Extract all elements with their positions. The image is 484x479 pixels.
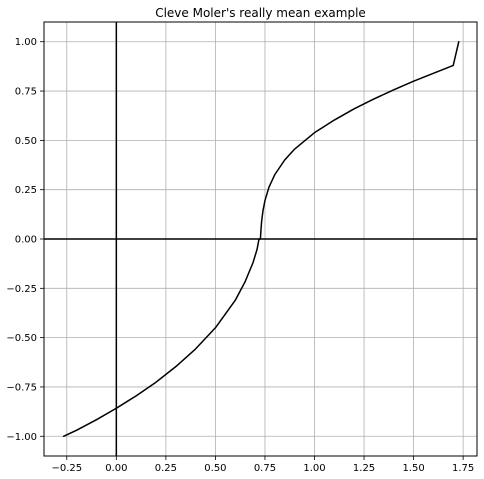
y-tick-label: −0.75 [6,382,37,393]
y-tick-label: −1.00 [6,432,37,443]
y-tick-label: 1.00 [15,37,37,48]
x-tick-label: 0.50 [204,463,226,474]
x-tick-label: 0.25 [155,463,177,474]
x-tick-label: −0.25 [51,463,82,474]
y-tick-label: 0.75 [15,87,37,98]
ticks: −0.25 0.00 0.25 0.50 0.75 1.00 1.25 1.50 1.75 −1.… [6,37,474,474]
y-tick-label: 0.25 [15,185,37,196]
y-tick-label: 0.50 [15,136,37,147]
y-tick-label: 0.00 [15,235,37,246]
x-tick-label: 1.00 [303,463,325,474]
chart-title: Cleve Moler's really mean example [155,6,366,20]
x-tick-label: 1.75 [452,463,474,474]
y-tick-label: −0.25 [6,284,37,295]
x-tick-label: 0.00 [105,463,127,474]
x-tick-label: 1.50 [402,463,424,474]
series-lines [62,40,460,438]
y-tick-label: −0.50 [6,333,37,344]
x-tick-label: 1.25 [353,463,375,474]
x-tick-label: 0.75 [254,463,276,474]
series-line-1 [62,40,460,438]
